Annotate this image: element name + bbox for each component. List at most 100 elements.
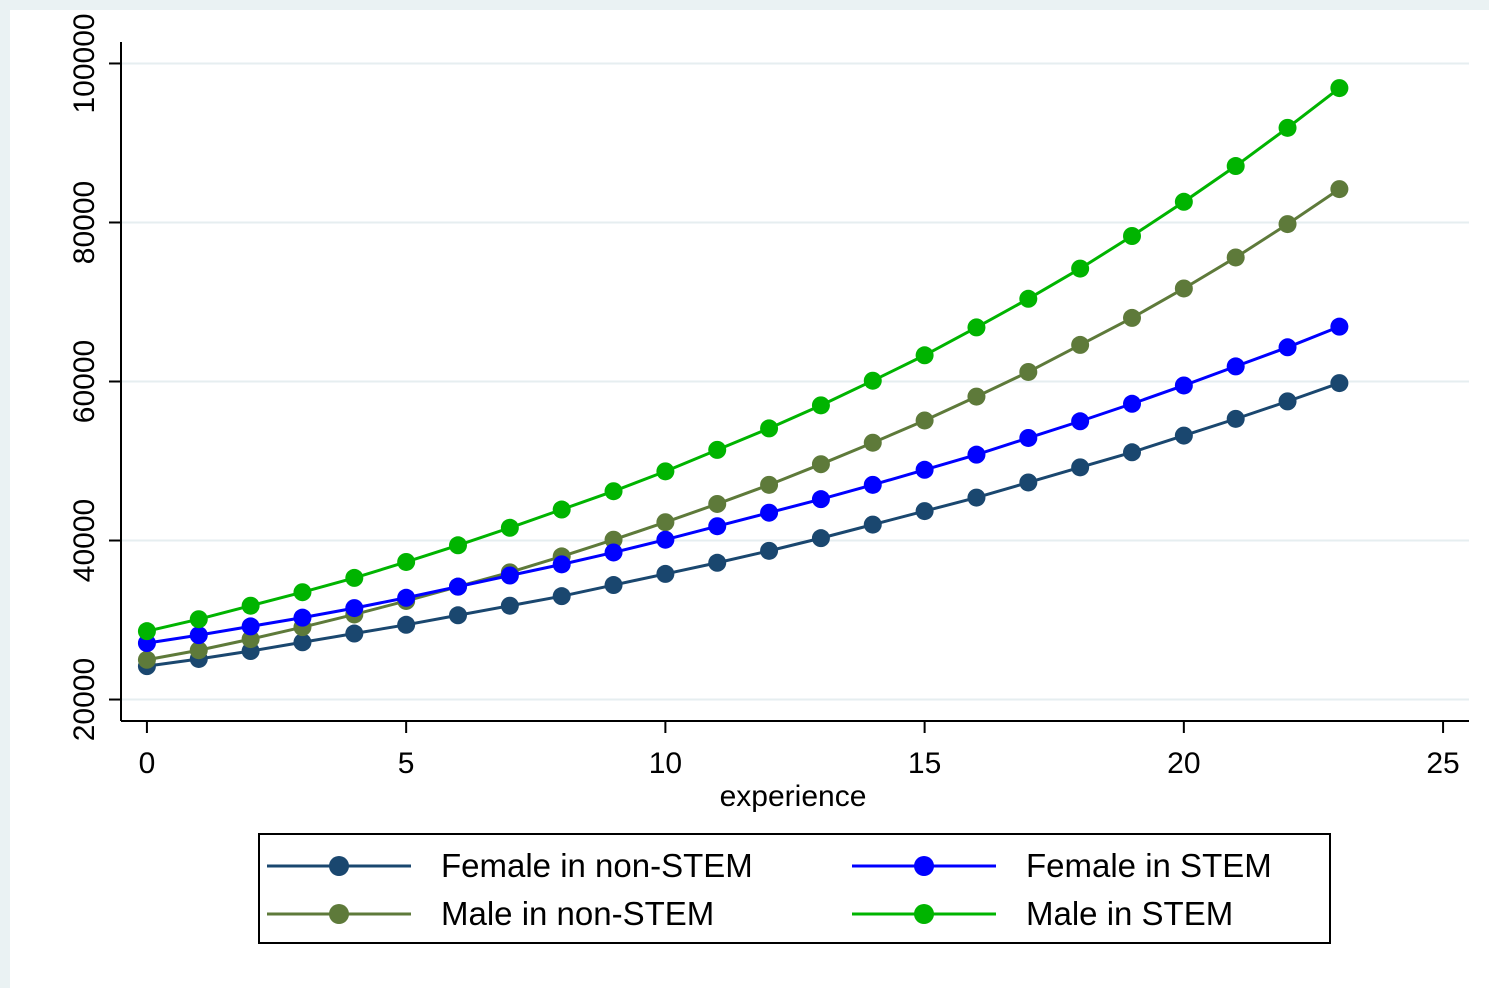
legend-item: Female in STEM <box>852 847 1272 884</box>
data-point <box>760 419 779 438</box>
data-point <box>345 599 364 618</box>
y-axis-ticks: 20000 40000 60000 80000 100000 <box>68 13 121 741</box>
y-tick-label: 60000 <box>68 340 101 423</box>
legend-marker <box>914 904 934 924</box>
data-point <box>552 500 571 519</box>
data-point <box>1019 289 1038 308</box>
series-line <box>146 325 1340 645</box>
data-point <box>604 543 623 562</box>
series-3 <box>137 79 1349 641</box>
data-point <box>241 630 260 649</box>
data-point <box>449 536 467 555</box>
chart-frame: 0 5 10 15 20 25 20000 40000 60000 80000 100000 ex… <box>10 10 1489 988</box>
data-point <box>1278 215 1297 234</box>
data-point <box>397 552 416 571</box>
data-point <box>915 346 934 365</box>
legend-item: Female in non-STEM <box>267 847 753 884</box>
data-point <box>241 596 260 615</box>
data-point <box>863 515 882 534</box>
x-tick-label: 0 <box>139 747 156 780</box>
series-line <box>146 86 1341 633</box>
data-point <box>863 371 882 390</box>
data-point <box>1123 308 1141 327</box>
data-point <box>137 650 156 669</box>
data-point <box>449 577 467 596</box>
data-point <box>1174 192 1193 211</box>
data-point <box>1226 248 1245 267</box>
data-point <box>863 475 882 494</box>
data-point <box>293 633 312 652</box>
data-point <box>1278 338 1297 357</box>
x-tick-label: 10 <box>649 747 682 780</box>
data-point <box>1278 392 1297 411</box>
series-0 <box>137 374 1349 676</box>
data-point <box>760 503 779 522</box>
data-point <box>811 490 830 509</box>
data-point <box>189 641 208 660</box>
data-point <box>1019 362 1038 381</box>
data-point <box>189 626 208 645</box>
legend-label: Female in non-STEM <box>441 847 753 884</box>
x-tick-label: 15 <box>908 747 941 780</box>
data-point <box>967 387 986 406</box>
legend-marker <box>914 856 934 876</box>
legend-marker <box>329 856 349 876</box>
data-point <box>604 482 623 501</box>
series-layer <box>137 79 1349 676</box>
data-point <box>500 596 519 615</box>
data-point <box>760 541 779 560</box>
series-line <box>146 187 1341 662</box>
data-point <box>967 318 986 337</box>
series-line <box>146 381 1340 668</box>
data-point <box>1071 259 1090 278</box>
data-point <box>1123 394 1141 413</box>
data-point <box>811 455 830 474</box>
data-point <box>345 568 364 587</box>
legend: Female in non-STEM Female in STEM Male in … <box>258 833 1331 944</box>
data-point <box>708 494 727 513</box>
data-point <box>500 518 519 537</box>
legend-box <box>258 833 1331 944</box>
data-point <box>1071 335 1090 354</box>
data-point <box>241 617 260 636</box>
data-point <box>397 588 416 607</box>
data-point <box>345 624 364 643</box>
data-point <box>1019 428 1038 447</box>
data-point <box>656 564 675 583</box>
legend-item: Male in STEM <box>852 895 1233 932</box>
line-chart: 0 5 10 15 20 25 20000 40000 60000 80000 100000 ex… <box>68 13 1469 944</box>
data-point <box>1226 357 1245 376</box>
x-tick-label: 5 <box>398 747 415 780</box>
y-tick-label: 20000 <box>68 658 101 741</box>
data-point <box>552 587 571 606</box>
x-tick-label: 20 <box>1167 747 1200 780</box>
data-point <box>967 488 986 507</box>
data-point <box>604 576 623 595</box>
data-point <box>1330 317 1349 336</box>
data-point <box>915 411 934 430</box>
x-axis-ticks: 0 5 10 15 20 25 <box>139 721 1460 780</box>
data-point <box>1174 426 1193 445</box>
data-point <box>708 440 727 459</box>
data-point <box>811 396 830 415</box>
data-point <box>189 610 208 629</box>
y-tick-label: 40000 <box>68 499 101 582</box>
data-point <box>1330 374 1349 393</box>
data-point <box>915 460 934 479</box>
data-point <box>1071 412 1090 431</box>
data-point <box>552 555 571 574</box>
data-point <box>656 530 675 549</box>
data-point <box>1019 473 1038 492</box>
legend-marker <box>329 904 349 924</box>
x-axis-title: experience <box>720 780 867 813</box>
legend-label: Male in non-STEM <box>441 895 714 932</box>
gridlines <box>121 62 1469 701</box>
data-point <box>656 462 675 481</box>
data-point <box>863 433 882 452</box>
data-point <box>1278 118 1297 137</box>
legend-item: Male in non-STEM <box>267 895 714 932</box>
data-point <box>397 615 416 634</box>
legend-label: Female in STEM <box>1026 847 1272 884</box>
data-point <box>1174 376 1193 395</box>
x-tick-label: 25 <box>1426 747 1459 780</box>
